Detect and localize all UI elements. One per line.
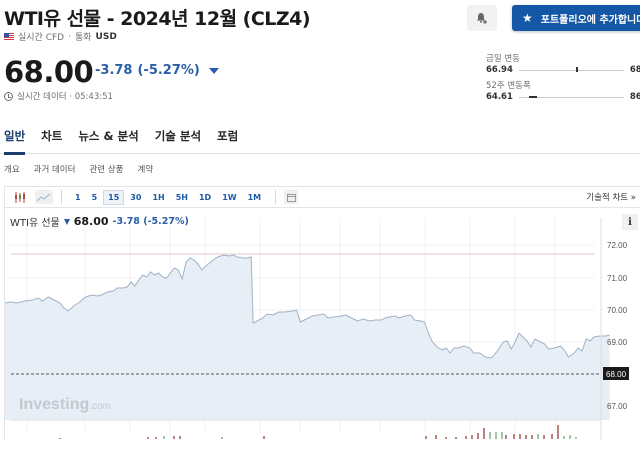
tab-overview[interactable]: 일반 <box>4 128 26 155</box>
interval-1w[interactable]: 1W <box>222 192 237 202</box>
day-range-label: 금일 변동 <box>486 54 520 64</box>
bell-plus-icon <box>477 13 487 24</box>
tab-forum[interactable]: 포럼 <box>217 129 239 143</box>
day-range-high: 68.8 <box>629 65 640 75</box>
area-chart-icon[interactable] <box>35 190 53 204</box>
change-percent: (-5.27%) <box>137 63 200 78</box>
candlestick-icon[interactable] <box>11 190 29 204</box>
realtime-label: 실시간 데이터 · 05:43:51 <box>17 92 113 102</box>
tab-technical-analysis[interactable]: 기술 분석 <box>154 129 202 143</box>
interval-5h[interactable]: 5H <box>175 192 188 202</box>
change-value: -3.78 <box>95 63 133 78</box>
y-axis: 72.00 71.00 70.00 69.00 67.00 <box>607 241 628 411</box>
star-icon: ★ <box>522 11 533 25</box>
chart-container: Investing.com 72.00 71.00 70.00 69.00 67… <box>4 208 640 452</box>
divider <box>275 190 277 204</box>
interval-1h[interactable]: 1H <box>152 192 165 202</box>
subtab-historical-data[interactable]: 과거 데이터 <box>33 165 76 175</box>
currency-value: USD <box>95 31 117 42</box>
svg-text:67.00: 67.00 <box>607 402 628 411</box>
instrument-meta: 실시간 CFD · 통화 USD <box>4 30 117 43</box>
svg-text:72.00: 72.00 <box>607 241 628 250</box>
currency-label: 통화 <box>74 33 92 43</box>
week52-range: 52주 변동폭 64.61 86.9 <box>486 79 640 102</box>
svg-text:69.00: 69.00 <box>607 338 628 347</box>
interval-30m[interactable]: 30 <box>130 192 142 202</box>
add-alert-button[interactable] <box>467 5 497 31</box>
down-arrow-icon <box>63 218 70 225</box>
chart-legend: WTI유 선물 68.00 -3.78 (-5.27%) <box>10 214 189 229</box>
week52-range-low: 64.61 <box>486 92 513 102</box>
last-price: 68.00 <box>4 55 94 89</box>
chart-price: 68.00 <box>73 215 109 228</box>
day-range-bar <box>518 66 624 72</box>
clock-icon <box>4 91 13 101</box>
page-title: WTI유 선물 - 2024년 12월 (CLZ4) <box>4 8 311 30</box>
info-icon[interactable]: i <box>622 214 638 230</box>
watermark: Investing.com <box>19 396 111 413</box>
subtab-summary[interactable]: 개요 <box>4 165 20 175</box>
svg-text:68.00: 68.00 <box>606 370 627 379</box>
main-tabs: 일반 차트 뉴스 & 분석 기술 분석 포럼 <box>0 128 640 155</box>
separator: · <box>68 31 71 42</box>
current-price-tag <box>603 367 629 380</box>
day-range-marker <box>575 66 578 72</box>
interval-15m[interactable]: 15 <box>103 189 125 205</box>
svg-text:70.00: 70.00 <box>607 306 628 315</box>
chart-instrument-name: WTI유 선물 <box>10 218 60 229</box>
interval-1d[interactable]: 1D <box>198 192 212 202</box>
interval-1m[interactable]: 1 <box>75 192 81 202</box>
week52-range-bar <box>518 95 624 98</box>
subtab-related-products[interactable]: 관련 상품 <box>89 165 124 175</box>
chart-change: -3.78 (-5.27%) <box>112 216 189 227</box>
day-range: 금일 변동 66.94 68.8 <box>486 52 640 75</box>
market-type: 실시간 CFD <box>18 33 65 43</box>
volume-bars <box>59 425 577 439</box>
price-chart[interactable]: Investing.com 72.00 71.00 70.00 69.00 67… <box>4 208 640 452</box>
divider <box>61 190 62 204</box>
svg-text:71.00: 71.00 <box>607 274 628 283</box>
week52-range-marker <box>528 95 537 98</box>
add-to-portfolio-button[interactable]: ★ 포트폴리오에 추가합니다 <box>512 5 640 31</box>
tab-chart[interactable]: 차트 <box>41 129 63 143</box>
realtime-status: 실시간 데이터 · 05:43:51 <box>4 90 113 102</box>
interval-1mo[interactable]: 1M <box>247 192 262 202</box>
sub-tabs: 개요 과거 데이터 관련 상품 계약 <box>4 163 153 175</box>
subtab-contracts[interactable]: 계약 <box>137 165 154 175</box>
week52-range-label: 52주 변동폭 <box>486 81 531 91</box>
us-flag-icon <box>4 33 14 40</box>
week52-range-high: 86.9 <box>629 92 640 102</box>
day-range-low: 66.94 <box>486 65 513 75</box>
price-change: -3.78 (-5.27%) <box>95 63 219 78</box>
portfolio-button-label: 포트폴리오에 추가합니다 <box>540 14 640 26</box>
down-arrow-icon <box>208 67 219 74</box>
calendar-icon[interactable] <box>284 190 299 204</box>
tab-news-analysis[interactable]: 뉴스 & 분석 <box>78 129 139 143</box>
technical-chart-link[interactable]: 기술적 차트 » <box>586 193 636 203</box>
interval-5m[interactable]: 5 <box>91 192 98 202</box>
chart-toolbar: 1 5 15 30 1H 5H 1D 1W 1M 기술적 차트 » <box>4 186 640 208</box>
